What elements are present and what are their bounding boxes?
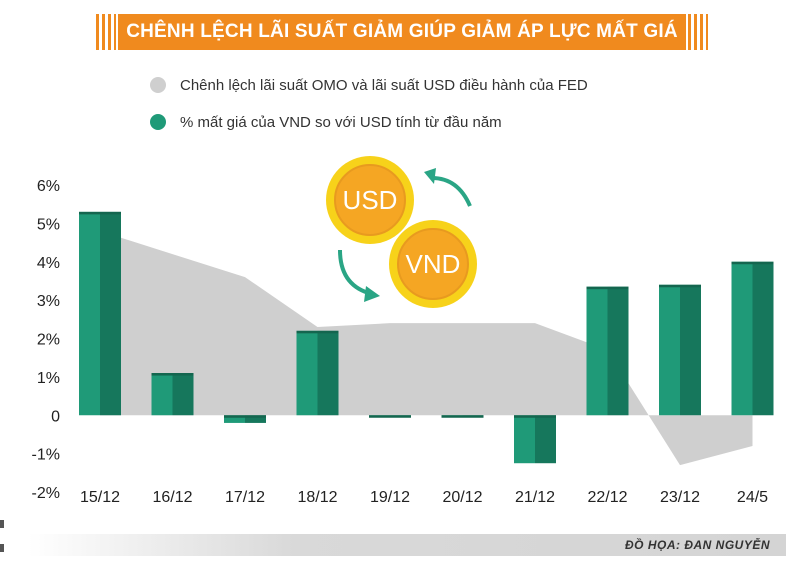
bar bbox=[441, 415, 484, 418]
y-tick-label: 6% bbox=[37, 178, 60, 195]
bar-cap bbox=[586, 286, 629, 290]
bar-cap bbox=[151, 373, 194, 376]
x-tick-label: 21/12 bbox=[515, 489, 555, 506]
usd-coin-label: USD bbox=[343, 185, 398, 215]
legend-swatch-bar bbox=[150, 114, 166, 130]
y-tick-label: 4% bbox=[37, 255, 60, 272]
bar-face-dark bbox=[680, 284, 701, 416]
bar-face-dark bbox=[752, 261, 774, 416]
bar bbox=[586, 286, 629, 416]
bar bbox=[296, 330, 339, 416]
title-banner: CHÊNH LỆCH LÃI SUẤT GIẢM GIÚP GIẢM ÁP LỰ… bbox=[96, 14, 708, 78]
bar-face-dark bbox=[245, 415, 266, 423]
bar-cap bbox=[731, 261, 774, 265]
bar-face-light bbox=[151, 373, 173, 416]
x-tick-label: 24/5 bbox=[737, 489, 768, 506]
bar bbox=[514, 415, 556, 464]
vnd-coin-face bbox=[397, 228, 469, 300]
y-tick-label: 1% bbox=[37, 370, 60, 387]
y-tick-label: 2% bbox=[37, 332, 60, 349]
bar bbox=[224, 415, 266, 423]
bar-cap bbox=[659, 284, 701, 288]
y-tick-label: 0 bbox=[51, 408, 60, 425]
bar-face-light bbox=[296, 330, 318, 416]
usd-coin-face bbox=[334, 164, 406, 236]
arrow-top-head-icon bbox=[424, 168, 436, 184]
legend-item-bar: % mất giá của VND so với USD tính từ đầu… bbox=[150, 110, 502, 134]
bar-cap bbox=[514, 415, 556, 418]
x-tick-label: 17/12 bbox=[225, 489, 265, 506]
chart-title: CHÊNH LỆCH LÃI SUẤT GIẢM GIÚP GIẢM ÁP LỰ… bbox=[118, 14, 686, 78]
bar-cap bbox=[296, 330, 339, 334]
arrow-top-icon bbox=[431, 176, 472, 207]
legend-swatch-area bbox=[150, 77, 166, 93]
y-tick-label: -1% bbox=[32, 447, 60, 464]
bar-face-dark bbox=[100, 211, 121, 416]
bar bbox=[79, 211, 121, 416]
legend-item-area: Chênh lệch lãi suất OMO và lãi suất USD … bbox=[150, 73, 588, 97]
bar-face-light bbox=[731, 261, 753, 416]
bar-face-light bbox=[224, 415, 245, 423]
x-tick-label: 18/12 bbox=[297, 489, 337, 506]
bar-cap bbox=[441, 415, 484, 418]
y-tick-label: 5% bbox=[37, 216, 60, 233]
bar-face-light bbox=[586, 286, 608, 416]
x-tick-label: 19/12 bbox=[370, 489, 410, 506]
title-stripes-left bbox=[96, 14, 116, 50]
bar-face-dark bbox=[607, 286, 629, 416]
x-tick-label: 20/12 bbox=[442, 489, 482, 506]
bar-cap bbox=[224, 415, 266, 418]
edge-mark bbox=[0, 520, 4, 528]
bar-cap bbox=[79, 211, 121, 215]
bar bbox=[659, 284, 701, 416]
bar-cap bbox=[369, 415, 411, 418]
legend-label-bar: % mất giá của VND so với USD tính từ đầu… bbox=[180, 113, 502, 131]
coin-illustration: USD VND bbox=[326, 156, 477, 308]
arrow-bottom-head-icon bbox=[364, 286, 380, 302]
credit-bar: ĐỒ HỌA: ĐAN NGUYỄN bbox=[28, 534, 786, 556]
edge-mark bbox=[0, 544, 4, 552]
x-tick-label: 22/12 bbox=[587, 489, 627, 506]
bar bbox=[151, 373, 194, 416]
x-tick-label: 15/12 bbox=[80, 489, 120, 506]
x-tick-label: 16/12 bbox=[152, 489, 192, 506]
y-tick-label: -2% bbox=[32, 485, 60, 502]
bar bbox=[369, 415, 411, 418]
credit-text: ĐỒ HỌA: ĐAN NGUYỄN bbox=[624, 538, 770, 552]
bar-face-dark bbox=[535, 415, 556, 464]
vnd-coin-label: VND bbox=[406, 249, 461, 279]
bar-face-light bbox=[514, 415, 535, 464]
bar bbox=[731, 261, 774, 416]
bar-face-dark bbox=[172, 373, 194, 416]
x-tick-label: 23/12 bbox=[660, 489, 700, 506]
legend-label-area: Chênh lệch lãi suất OMO và lãi suất USD … bbox=[180, 76, 588, 94]
y-tick-label: 3% bbox=[37, 293, 60, 310]
bar-face-light bbox=[79, 211, 100, 416]
bar-face-dark bbox=[317, 330, 339, 416]
bar-face-light bbox=[659, 284, 680, 416]
tick-layer: 6% 5% 4% 3% 2% 1% 0 -1% -2% 15/12 16/12 17/12 18/12 1… bbox=[32, 178, 769, 506]
title-stripes-right bbox=[688, 14, 708, 50]
bar-layer bbox=[79, 211, 774, 464]
